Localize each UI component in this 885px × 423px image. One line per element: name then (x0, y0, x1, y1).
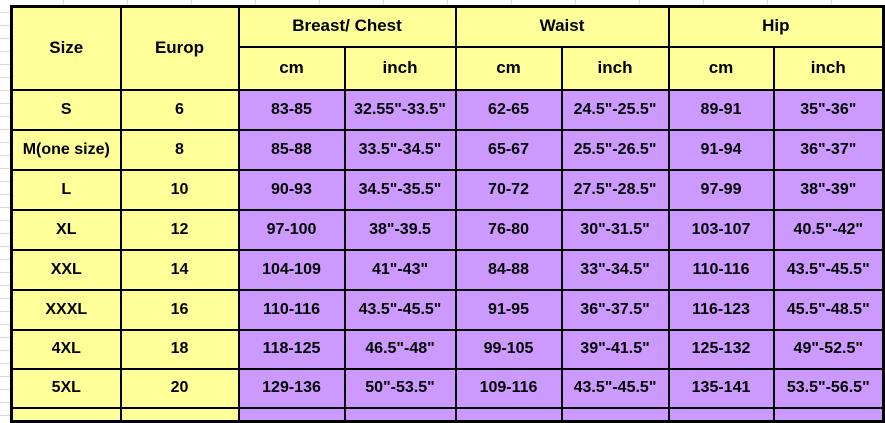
waist-cm-cell: 91-95 (454, 288, 563, 331)
header-waist: Waist (454, 5, 670, 48)
size-cell: L (10, 168, 122, 211)
hip-cm-cell: 103-107 (667, 208, 775, 251)
header-size: Size (10, 5, 122, 91)
hip-inch-cell: 49"-52.5" (772, 328, 885, 370)
size-chart-table: Size Europ Breast/ Chest Waist Hip cm in… (10, 5, 885, 423)
header-breast-inch: inch (343, 45, 457, 91)
waist-cm-cell: 62-65 (454, 88, 563, 131)
hip-cm-cell: 91-94 (667, 128, 775, 171)
table-row: XXL 14 104-109 41"-43" 84-88 33"-34.5" 1… (10, 248, 885, 291)
clipped-cell (119, 406, 240, 422)
hip-cm-cell: 135-141 (667, 367, 775, 409)
waist-inch-cell: 27.5"-28.5" (560, 168, 670, 211)
header-hip-cm: cm (667, 45, 775, 91)
clipped-cell (772, 406, 885, 422)
breast-cm-cell: 85-88 (237, 128, 346, 171)
waist-inch-cell: 24.5"-25.5" (560, 88, 670, 131)
table-row: M(one size) 8 85-88 33.5"-34.5" 65-67 25… (10, 128, 885, 171)
header-hip-inch: inch (772, 45, 885, 91)
clipped-cell (667, 406, 775, 422)
hip-cm-cell: 125-132 (667, 328, 775, 370)
clipped-cell (454, 406, 563, 422)
size-cell: XL (10, 208, 122, 251)
header-waist-inch: inch (560, 45, 670, 91)
waist-cm-cell: 76-80 (454, 208, 563, 251)
size-cell: 5XL (10, 367, 122, 409)
size-cell: XXXL (10, 288, 122, 331)
size-cell: 4XL (10, 328, 122, 370)
breast-inch-cell: 33.5"-34.5" (343, 128, 457, 171)
clipped-cell (560, 406, 670, 422)
breast-cm-cell: 118-125 (237, 328, 346, 370)
europ-cell: 20 (119, 367, 240, 409)
waist-inch-cell: 39"-41.5" (560, 328, 670, 370)
breast-inch-cell: 32.55"-33.5" (343, 88, 457, 131)
hip-inch-cell: 53.5"-56.5" (772, 367, 885, 409)
table-row: L 10 90-93 34.5"-35.5" 70-72 27.5"-28.5"… (10, 168, 885, 211)
breast-cm-cell: 97-100 (237, 208, 346, 251)
waist-cm-cell: 70-72 (454, 168, 563, 211)
waist-cm-cell: 65-67 (454, 128, 563, 171)
waist-inch-cell: 43.5"-45.5" (560, 367, 670, 409)
waist-inch-cell: 25.5"-26.5" (560, 128, 670, 171)
breast-inch-cell: 38"-39.5 (343, 208, 457, 251)
header-group-row: Size Europ Breast/ Chest Waist Hip (10, 5, 885, 91)
hip-cm-cell: 97-99 (667, 168, 775, 211)
europ-cell: 18 (119, 328, 240, 370)
hip-inch-cell: 43.5"-45.5" (772, 248, 885, 291)
hip-inch-cell: 35"-36" (772, 88, 885, 131)
europ-cell: 12 (119, 208, 240, 251)
hip-inch-cell: 40.5"-42" (772, 208, 885, 251)
breast-cm-cell: 110-116 (237, 288, 346, 331)
waist-cm-cell: 109-116 (454, 367, 563, 409)
hip-cm-cell: 116-123 (667, 288, 775, 331)
table-row: XXXL 16 110-116 43.5"-45.5" 91-95 36"-37… (10, 288, 885, 331)
europ-cell: 16 (119, 288, 240, 331)
breast-cm-cell: 90-93 (237, 168, 346, 211)
clipped-cell (10, 406, 122, 422)
clipped-bottom-row (10, 406, 885, 422)
breast-cm-cell: 129-136 (237, 367, 346, 409)
waist-cm-cell: 99-105 (454, 328, 563, 370)
waist-cm-cell: 84-88 (454, 248, 563, 291)
header-breast-chest: Breast/ Chest (237, 5, 457, 48)
waist-inch-cell: 36"-37.5" (560, 288, 670, 331)
europ-cell: 10 (119, 168, 240, 211)
hip-inch-cell: 38"-39" (772, 168, 885, 211)
table-row: 5XL 20 129-136 50"-53.5" 109-116 43.5"-4… (10, 367, 885, 409)
size-cell: S (10, 88, 122, 131)
header-europ: Europ (119, 5, 240, 91)
table-row: S 6 83-85 32.55"-33.5" 62-65 24.5"-25.5"… (10, 88, 885, 131)
header-units-row: cm inch cm inch cm inch (12, 45, 885, 91)
breast-inch-cell: 34.5"-35.5" (343, 168, 457, 211)
size-cell: XXL (10, 248, 122, 291)
breast-inch-cell: 46.5"-48" (343, 328, 457, 370)
header-breast-cm: cm (237, 45, 346, 91)
size-cell: M(one size) (10, 128, 122, 171)
europ-cell: 14 (119, 248, 240, 291)
header-hip: Hip (667, 5, 885, 48)
header-waist-cm: cm (454, 45, 563, 91)
waist-inch-cell: 30"-31.5" (560, 208, 670, 251)
breast-inch-cell: 50"-53.5" (343, 367, 457, 409)
breast-inch-cell: 41"-43" (343, 248, 457, 291)
europ-cell: 6 (119, 88, 240, 131)
europ-cell: 8 (119, 128, 240, 171)
hip-inch-cell: 45.5"-48.5" (772, 288, 885, 331)
breast-cm-cell: 104-109 (237, 248, 346, 291)
clipped-cell (343, 406, 457, 422)
waist-inch-cell: 33"-34.5" (560, 248, 670, 291)
hip-cm-cell: 89-91 (667, 88, 775, 131)
clipped-cell (237, 406, 346, 422)
breast-inch-cell: 43.5"-45.5" (343, 288, 457, 331)
breast-cm-cell: 83-85 (237, 88, 346, 131)
table-row: XL 12 97-100 38"-39.5 76-80 30"-31.5" 10… (10, 208, 885, 251)
hip-inch-cell: 36"-37" (772, 128, 885, 171)
table-row: 4XL 18 118-125 46.5"-48" 99-105 39"-41.5… (10, 328, 885, 370)
hip-cm-cell: 110-116 (667, 248, 775, 291)
